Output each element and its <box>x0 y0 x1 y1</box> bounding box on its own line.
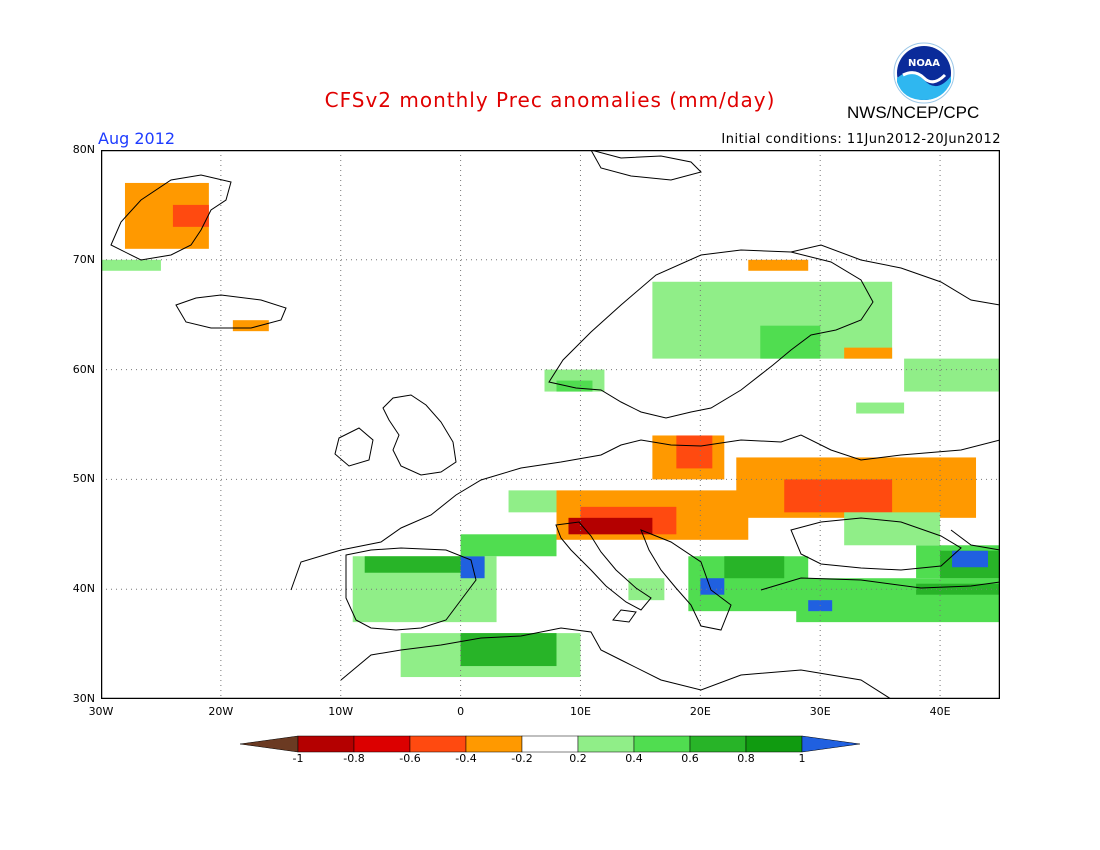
colorbar-low-arrow <box>240 735 299 753</box>
anomaly-cell-7 <box>844 347 893 359</box>
lat-label: 30N <box>72 692 95 705</box>
colorbar-box <box>409 735 467 753</box>
anomaly-cell-10 <box>904 358 1000 392</box>
colorbar-box <box>297 735 355 753</box>
colorbar-box <box>689 735 747 753</box>
lon-label: 20W <box>208 705 234 718</box>
colorbar-label: -0.4 <box>455 752 477 765</box>
colorbar-label: -1 <box>292 752 304 765</box>
anomaly-cell-11 <box>856 402 905 414</box>
colorbar-label: 0.4 <box>625 752 643 765</box>
coastlines <box>110 150 1000 699</box>
lat-label: 40N <box>72 582 95 596</box>
anomaly-map <box>101 150 1000 699</box>
colorbar-label: 1 <box>798 752 806 765</box>
anomaly-cell-31 <box>916 583 1000 595</box>
anomaly-cell-3 <box>232 320 269 332</box>
anomaly-cell-36 <box>844 512 941 546</box>
lat-label: 70N <box>72 252 95 266</box>
colorbar-box <box>577 735 635 753</box>
anomaly-cell-29 <box>700 578 725 595</box>
lat-label: 50N <box>72 472 95 486</box>
anomaly-cell-23 <box>460 534 557 557</box>
anomaly-cell-15 <box>784 479 893 513</box>
anomaly-cell-13 <box>676 435 713 469</box>
anomaly-cell-4 <box>748 259 809 271</box>
anomaly-cell-19 <box>508 490 557 513</box>
lat-label: 80N <box>72 143 95 156</box>
noaa-logo-icon: NOAA <box>893 42 955 104</box>
colorbar-label: 0.8 <box>737 752 755 765</box>
colorbar-high-arrow <box>801 735 860 753</box>
colorbar-box <box>633 735 691 753</box>
anomaly-regions <box>101 182 1000 678</box>
anomaly-cell-6 <box>760 325 821 359</box>
anomaly-cell-28 <box>724 556 785 579</box>
colorbar-box <box>465 735 523 753</box>
colorbar-box <box>353 735 411 753</box>
colorbar <box>240 735 860 753</box>
anomaly-cell-9 <box>556 380 593 392</box>
anomaly-cell-35 <box>952 550 989 568</box>
anomaly-cell-2 <box>101 259 161 271</box>
initial-conditions: Initial conditions: 11Jun2012-20Jun2012 <box>721 132 1001 147</box>
lat-label: 60N <box>72 362 95 376</box>
colorbar-box <box>521 735 579 753</box>
lon-label: 20E <box>689 705 711 718</box>
lon-label: 10E <box>569 705 591 718</box>
anomaly-cell-25 <box>460 633 557 667</box>
colorbar-label: -0.2 <box>511 752 533 765</box>
logo-text: NOAA <box>908 58 940 69</box>
map-frame <box>101 150 1000 699</box>
map-title: CFSv2 monthly Prec anomalies (mm/day) <box>324 88 776 112</box>
lon-label: 0 <box>457 705 465 718</box>
anomaly-cell-1 <box>172 204 209 227</box>
lon-label: 30E <box>809 705 831 718</box>
colorbar-label: -0.6 <box>399 752 421 765</box>
lon-label: 40E <box>929 705 951 718</box>
lon-label: 30W <box>88 705 114 718</box>
colorbar-box <box>745 735 803 753</box>
forecast-period: Aug 2012 <box>98 129 176 148</box>
colorbar-label: -0.8 <box>343 752 365 765</box>
agency-label: NWS/NCEP/CPC <box>847 103 980 122</box>
colorbar-label: 0.2 <box>569 752 587 765</box>
colorbar-label: 0.6 <box>681 752 699 765</box>
lon-label: 10W <box>328 705 354 718</box>
anomaly-cell-18 <box>568 517 653 535</box>
anomaly-cell-21 <box>364 556 485 573</box>
